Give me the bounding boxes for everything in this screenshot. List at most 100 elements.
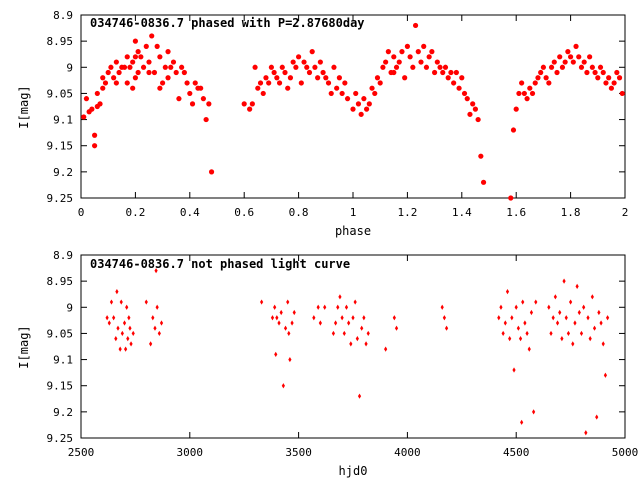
data-point [173, 69, 179, 76]
data-point [115, 289, 119, 295]
y-tick-label: 8.9 [53, 9, 73, 22]
data-point [105, 69, 111, 76]
data-point [130, 85, 136, 91]
x-tick-label: 3000 [177, 446, 204, 459]
data-point [320, 69, 326, 76]
data-point [339, 90, 345, 97]
y-tick-label: 8.95 [47, 275, 74, 288]
data-point [143, 43, 149, 49]
data-point [510, 315, 514, 321]
data-point [328, 90, 334, 97]
data-point [402, 75, 408, 81]
data-point [170, 59, 177, 65]
y-tick-label: 9.05 [47, 87, 74, 100]
data-point [442, 315, 446, 321]
data-point [501, 330, 505, 337]
data-point [534, 299, 538, 305]
data-point [132, 38, 138, 44]
data-point [576, 54, 582, 60]
data-point [203, 116, 209, 123]
data-point [418, 59, 424, 65]
data-point [157, 54, 163, 60]
data-point [318, 320, 322, 326]
data-point [587, 54, 593, 60]
data-point [114, 336, 118, 342]
data-point [317, 59, 323, 65]
data-point [312, 315, 316, 321]
data-point [155, 304, 159, 310]
data-point [590, 294, 594, 300]
data-point [519, 80, 525, 86]
data-point [127, 64, 133, 70]
data-point [564, 315, 568, 321]
data-point [165, 75, 171, 81]
data-point [442, 64, 449, 70]
data-point [342, 80, 348, 86]
data-point [353, 299, 357, 305]
plot-title: 034746-0836.7 phased with P=2.87680day [90, 16, 365, 30]
data-point [566, 330, 571, 337]
data-point [277, 320, 281, 326]
data-point [198, 85, 204, 91]
data-point [263, 75, 269, 81]
data-point [159, 320, 164, 326]
data-point [523, 320, 527, 326]
data-point [611, 80, 617, 86]
data-point [366, 330, 370, 337]
data-point [521, 90, 527, 97]
data-point [404, 43, 410, 49]
x-axis-label: phase [335, 224, 371, 238]
data-point [325, 80, 332, 86]
data-point [273, 304, 277, 310]
data-point [524, 96, 530, 102]
x-tick-label: 3500 [285, 446, 312, 459]
y-tick-label: 9.15 [47, 140, 74, 153]
data-point [543, 75, 549, 81]
data-point [129, 341, 133, 347]
y-tick-label: 9.2 [53, 406, 73, 419]
data-point [276, 80, 283, 86]
data-point [100, 75, 106, 81]
data-point [270, 315, 275, 321]
data-point [385, 49, 391, 55]
data-point [432, 69, 438, 76]
data-point [298, 80, 304, 86]
data-point [357, 393, 362, 399]
data-point [614, 69, 620, 76]
x-tick-label: 1 [350, 206, 357, 219]
data-point [189, 101, 196, 107]
data-point [600, 69, 606, 76]
data-point [451, 80, 457, 86]
data-point [554, 69, 560, 76]
data-point [153, 325, 157, 331]
data-point [392, 315, 396, 321]
data-point [301, 59, 307, 65]
data-point [255, 85, 261, 91]
data-point [578, 64, 585, 70]
data-point [200, 96, 206, 102]
data-point [366, 101, 372, 107]
data-point [165, 49, 171, 55]
data-point [478, 153, 484, 159]
data-point [336, 304, 340, 310]
data-point [527, 346, 531, 352]
data-point [149, 33, 155, 39]
data-point [584, 69, 590, 76]
data-point [144, 299, 148, 305]
data-point [527, 85, 533, 91]
data-point [252, 64, 258, 70]
data-point [275, 315, 279, 321]
data-point [260, 299, 264, 305]
data-point [547, 304, 551, 310]
data-point [132, 75, 138, 81]
x-tick-label: 2 [622, 206, 629, 219]
x-tick-label: 4000 [394, 446, 421, 459]
data-point [423, 64, 430, 70]
data-point [347, 320, 351, 326]
data-point [111, 75, 117, 81]
data-point [266, 80, 272, 86]
data-point [548, 64, 555, 70]
y-tick-label: 8.9 [53, 249, 73, 262]
data-point [355, 336, 359, 342]
data-point [342, 330, 346, 337]
